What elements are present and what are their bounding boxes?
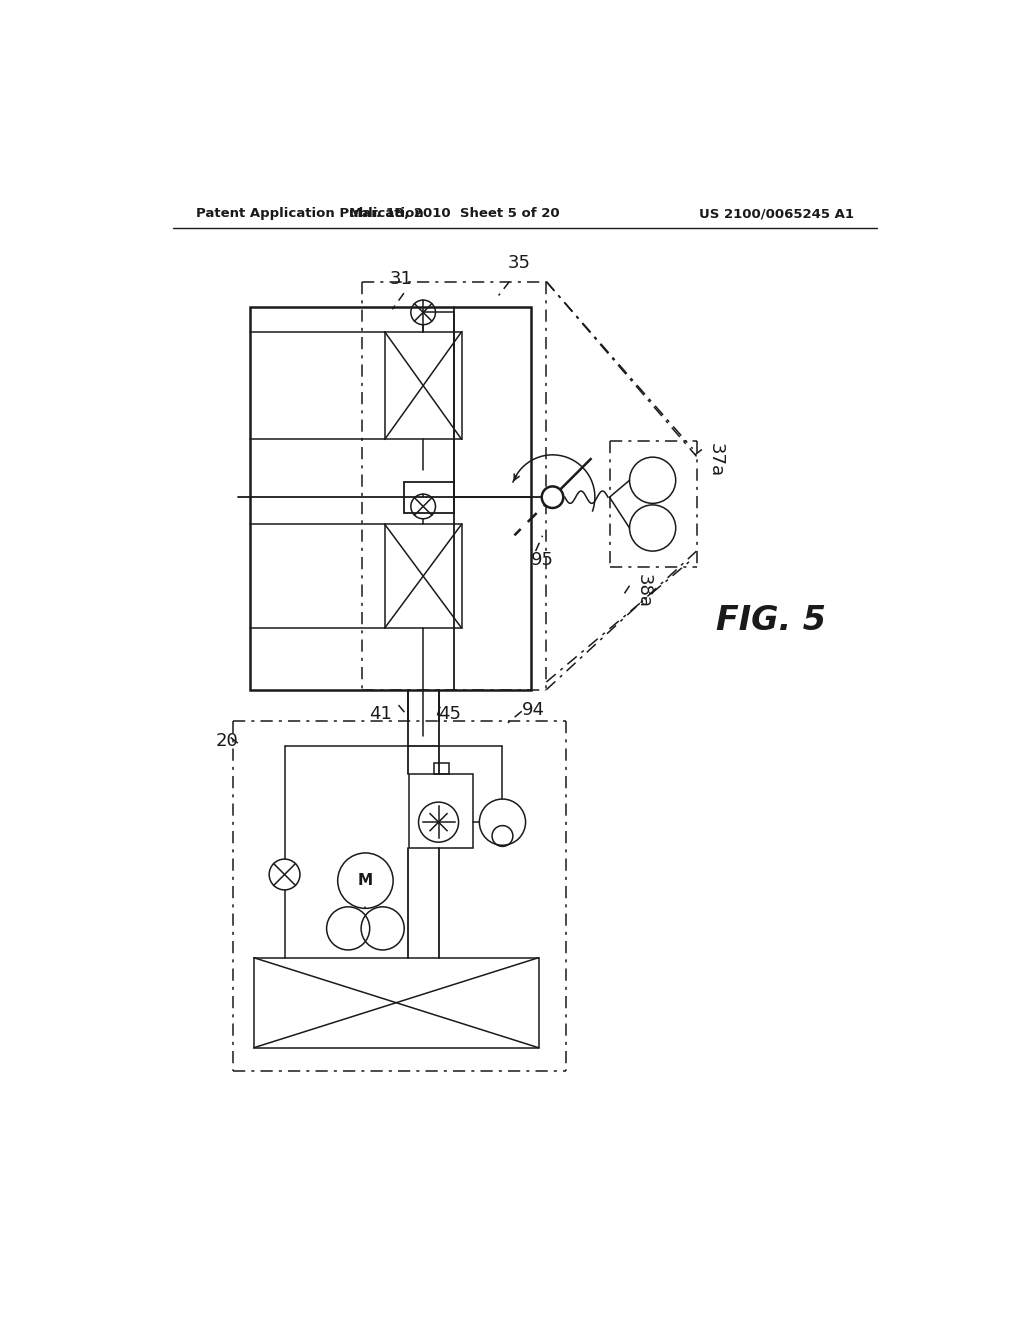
Bar [250,308,531,689]
Text: 45: 45 [438,705,462,723]
Bar [433,763,449,775]
Text: 94: 94 [521,701,545,719]
Text: Patent Application Publication: Patent Application Publication [196,207,424,220]
Text: 31: 31 [390,269,413,288]
Text: US 2100/0065245 A1: US 2100/0065245 A1 [699,207,854,220]
Text: 38a: 38a [635,574,653,609]
Bar [385,331,462,440]
Circle shape [542,487,563,508]
Text: Mar. 18, 2010  Sheet 5 of 20: Mar. 18, 2010 Sheet 5 of 20 [348,207,559,220]
Bar [254,958,539,1048]
Text: 37a: 37a [707,444,725,478]
Bar [410,775,473,847]
Text: FIG. 5: FIG. 5 [716,605,825,638]
Text: 35: 35 [508,255,530,272]
Text: 41: 41 [370,705,392,723]
Text: 95: 95 [531,552,554,569]
Text: 20: 20 [215,733,238,750]
Text: M: M [357,873,373,888]
Bar [403,482,454,512]
Bar [385,524,462,628]
